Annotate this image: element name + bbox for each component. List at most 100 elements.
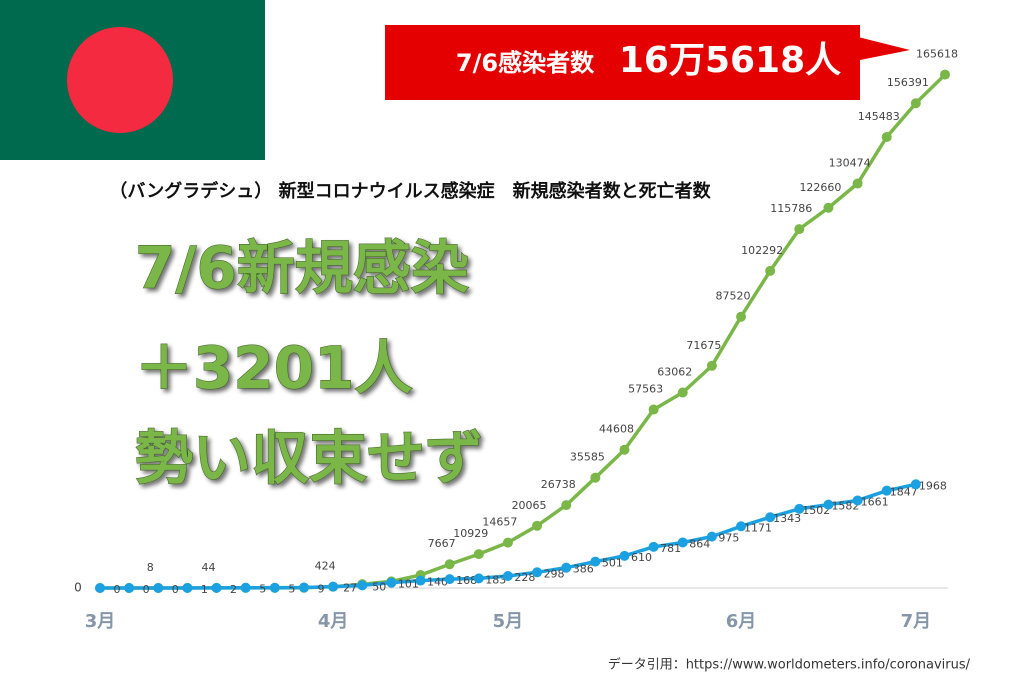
data-label: 781 xyxy=(660,542,681,555)
data-point xyxy=(706,360,717,371)
data-label: 57563 xyxy=(628,383,663,396)
headline: 勢い収束せず xyxy=(135,424,483,492)
callout-pointer xyxy=(850,35,910,62)
data-label: 1 xyxy=(201,583,208,596)
data-label: 1968 xyxy=(919,479,947,492)
data-point xyxy=(357,580,368,591)
data-point xyxy=(881,485,892,496)
data-point xyxy=(794,503,805,514)
data-label: 0 xyxy=(114,583,121,596)
data-label: 1502 xyxy=(802,504,830,517)
data-label: 424 xyxy=(315,560,336,573)
data-label: 26738 xyxy=(541,478,576,491)
chart-title: （バングラデシュ） 新型コロナウイルス感染症 新規感染者数と死亡者数 xyxy=(109,180,711,202)
data-label: 1171 xyxy=(744,521,772,534)
data-point xyxy=(153,583,164,593)
data-label: 10929 xyxy=(453,527,488,540)
data-point xyxy=(444,559,455,570)
data-point xyxy=(561,500,572,511)
data-point xyxy=(240,582,251,593)
data-point xyxy=(386,577,397,588)
data-point xyxy=(590,472,601,483)
data-label: 14657 xyxy=(482,516,517,529)
data-point xyxy=(502,570,513,581)
data-point xyxy=(473,549,484,560)
data-label: 9 xyxy=(317,583,324,596)
data-point xyxy=(852,495,863,506)
data-label: 0 xyxy=(143,583,150,596)
data-label: 168 xyxy=(456,574,477,587)
data-label: 87520 xyxy=(716,290,751,303)
data-point xyxy=(328,581,339,592)
data-point xyxy=(794,224,805,235)
data-point xyxy=(910,98,921,109)
data-point xyxy=(95,583,105,593)
x-tick-label: 6月 xyxy=(726,611,757,632)
data-label: 228 xyxy=(514,571,535,584)
data-point xyxy=(532,567,543,578)
data-label: 35585 xyxy=(570,451,605,464)
data-point xyxy=(473,573,484,584)
data-label: 71675 xyxy=(686,339,721,352)
source: データ引用：https://www.worldometers.info/coro… xyxy=(608,657,971,673)
data-point xyxy=(765,512,776,523)
data-label: 1661 xyxy=(861,495,889,508)
data-label: 5 xyxy=(288,583,295,596)
data-label: 145483 xyxy=(858,110,900,123)
flag-disc xyxy=(67,27,173,133)
callout-number: 16万5618人 xyxy=(619,40,841,81)
data-point xyxy=(677,387,688,398)
data-label: 8 xyxy=(147,561,154,574)
data-point xyxy=(940,69,950,80)
data-label: 101 xyxy=(398,578,419,591)
x-tick-label: 4月 xyxy=(318,611,349,632)
data-point xyxy=(298,582,309,593)
data-point xyxy=(532,520,543,531)
data-point xyxy=(444,574,455,585)
data-label: 20065 xyxy=(512,499,547,512)
data-label: 122660 xyxy=(799,181,841,194)
data-point xyxy=(648,541,659,552)
data-point xyxy=(736,521,747,532)
data-label: 44608 xyxy=(599,423,634,436)
data-point xyxy=(124,583,135,593)
data-point xyxy=(910,479,921,490)
data-label: 156391 xyxy=(887,76,929,89)
x-tick-label: 3月 xyxy=(85,611,116,632)
data-point xyxy=(736,311,747,322)
data-point xyxy=(269,582,280,593)
data-label: 115786 xyxy=(770,202,812,215)
data-label: 165618 xyxy=(916,48,958,61)
data-point xyxy=(619,444,630,455)
callout-box xyxy=(385,25,860,100)
data-point xyxy=(706,531,717,542)
data-point xyxy=(415,575,426,586)
data-label: 140 xyxy=(427,576,448,589)
data-point xyxy=(852,178,863,189)
data-point xyxy=(823,202,834,213)
data-point xyxy=(648,404,659,415)
data-point xyxy=(677,537,688,548)
data-label: 975 xyxy=(718,532,739,545)
data-label: 44 xyxy=(202,561,216,574)
data-label: 183 xyxy=(485,573,506,586)
data-label: 1847 xyxy=(890,486,918,499)
headline: 7/6新規感染 xyxy=(135,234,469,302)
data-label: 130474 xyxy=(829,157,871,170)
data-point xyxy=(561,562,572,573)
y-tick-label: 0 xyxy=(74,581,82,595)
data-label: 298 xyxy=(544,567,565,580)
data-label: 2 xyxy=(230,583,237,596)
data-point xyxy=(502,537,513,548)
data-label: 610 xyxy=(631,551,652,564)
data-label: 386 xyxy=(573,563,594,576)
data-point xyxy=(765,265,776,276)
data-point xyxy=(881,132,892,143)
data-label: 7667 xyxy=(428,537,456,550)
data-label: 102292 xyxy=(741,244,783,257)
data-point xyxy=(823,499,834,510)
data-label: 63062 xyxy=(657,366,692,379)
callout-text: 7/6感染者数 xyxy=(456,49,595,77)
x-tick-label: 7月 xyxy=(901,611,932,632)
